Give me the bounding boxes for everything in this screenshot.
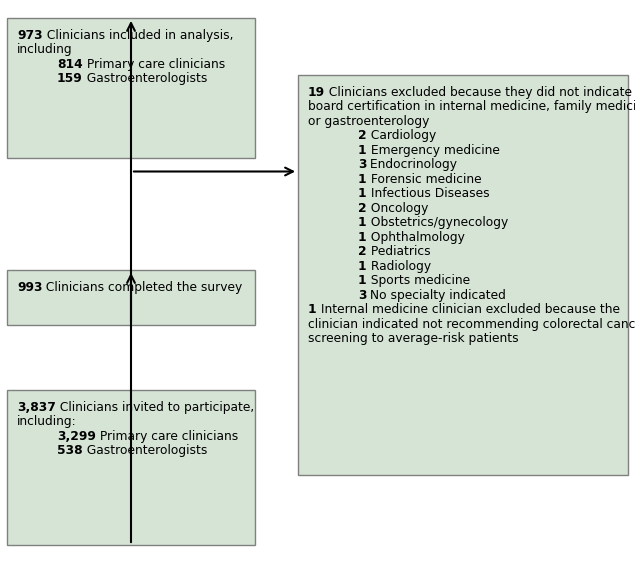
Text: Gastroenterologists: Gastroenterologists <box>83 72 207 85</box>
Text: including: including <box>17 43 72 56</box>
Text: 538: 538 <box>57 444 83 457</box>
Text: Clinicians completed the survey: Clinicians completed the survey <box>43 281 243 294</box>
Bar <box>7 390 255 545</box>
Text: Endocrinology: Endocrinology <box>366 158 457 171</box>
Text: 814: 814 <box>57 58 83 71</box>
Text: 993: 993 <box>17 281 43 294</box>
Text: 3,837: 3,837 <box>17 401 56 414</box>
Text: Cardiology: Cardiology <box>366 130 436 142</box>
Text: 973: 973 <box>17 29 43 42</box>
Text: Forensic medicine: Forensic medicine <box>366 173 481 186</box>
Text: Internal medicine clinician excluded because the: Internal medicine clinician excluded bec… <box>317 303 620 316</box>
Text: Primary care clinicians: Primary care clinicians <box>96 430 238 443</box>
Text: Oncology: Oncology <box>366 202 428 214</box>
Text: 1: 1 <box>358 144 366 156</box>
Text: 19: 19 <box>308 86 325 99</box>
Text: board certification in internal medicine, family medicine,: board certification in internal medicine… <box>308 100 635 113</box>
Text: clinician indicated not recommending colorectal cancer: clinician indicated not recommending col… <box>308 318 635 331</box>
Text: 3,299: 3,299 <box>57 430 96 443</box>
Text: Ophthalmology: Ophthalmology <box>366 231 464 244</box>
Text: No specialty indicated: No specialty indicated <box>366 289 506 302</box>
Text: Clinicians excluded because they did not indicate: Clinicians excluded because they did not… <box>325 86 632 99</box>
Text: including:: including: <box>17 415 77 428</box>
Text: 2: 2 <box>358 130 366 142</box>
Text: 1: 1 <box>358 274 366 287</box>
Text: screening to average-risk patients: screening to average-risk patients <box>308 332 519 345</box>
Text: Clinicians invited to participate,: Clinicians invited to participate, <box>56 401 254 414</box>
Text: 1: 1 <box>358 188 366 200</box>
Text: Pediatrics: Pediatrics <box>366 246 431 258</box>
Text: or gastroenterology: or gastroenterology <box>308 115 429 128</box>
Text: 159: 159 <box>57 72 83 85</box>
Text: 3: 3 <box>358 289 366 302</box>
Text: 2: 2 <box>358 246 366 258</box>
Bar <box>7 270 255 325</box>
Text: Clinicians included in analysis,: Clinicians included in analysis, <box>43 29 233 42</box>
Text: 1: 1 <box>308 303 317 316</box>
Text: Sports medicine: Sports medicine <box>366 274 470 287</box>
Text: Gastroenterologists: Gastroenterologists <box>83 444 207 457</box>
Text: 1: 1 <box>358 231 366 244</box>
Text: 2: 2 <box>358 202 366 214</box>
Text: Obstetrics/gynecology: Obstetrics/gynecology <box>366 216 508 229</box>
Text: Radiology: Radiology <box>366 260 431 272</box>
Text: Emergency medicine: Emergency medicine <box>366 144 500 156</box>
Text: Primary care clinicians: Primary care clinicians <box>83 58 225 71</box>
Bar <box>7 18 255 158</box>
Text: 1: 1 <box>358 260 366 272</box>
Text: 1: 1 <box>358 173 366 186</box>
Text: 1: 1 <box>358 216 366 229</box>
Text: 3: 3 <box>358 158 366 171</box>
Text: Infectious Diseases: Infectious Diseases <box>366 188 489 200</box>
Bar <box>298 75 628 475</box>
